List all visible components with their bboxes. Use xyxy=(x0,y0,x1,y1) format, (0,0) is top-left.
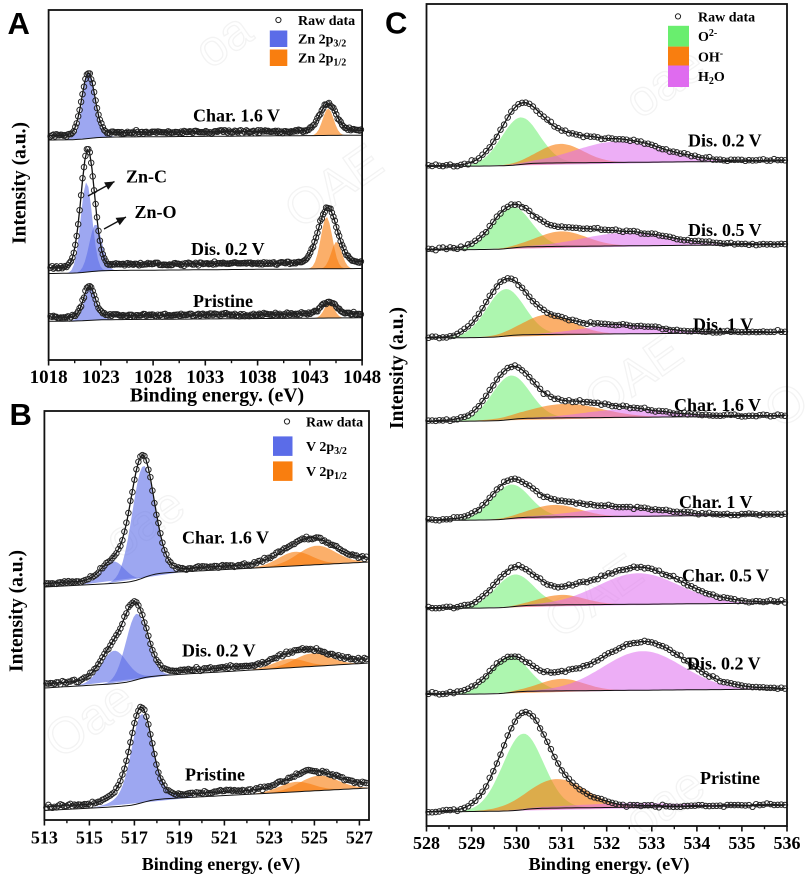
svg-text:Char. 1.6 V: Char. 1.6 V xyxy=(674,395,761,415)
svg-text:B: B xyxy=(10,397,32,432)
svg-text:Intensity (a.u.): Intensity (a.u.) xyxy=(10,122,31,244)
svg-text:Raw data: Raw data xyxy=(298,14,355,29)
svg-text:Dis. 0.2 V: Dis. 0.2 V xyxy=(688,131,762,151)
svg-text:Pristine: Pristine xyxy=(700,768,760,788)
svg-text:Dis. 0.5 V: Dis. 0.5 V xyxy=(688,220,762,240)
svg-text:513: 513 xyxy=(31,828,58,848)
svg-text:515: 515 xyxy=(76,828,103,848)
svg-text:1043: 1043 xyxy=(291,367,329,388)
svg-text:Raw data: Raw data xyxy=(306,416,363,431)
svg-text:Zn-O: Zn-O xyxy=(135,202,177,222)
svg-text:Dis. 1 V: Dis. 1 V xyxy=(693,315,753,335)
svg-text:1023: 1023 xyxy=(82,367,120,388)
svg-text:527: 527 xyxy=(346,828,373,848)
svg-text:C: C xyxy=(385,5,407,40)
svg-text:1028: 1028 xyxy=(134,367,172,388)
svg-text:523: 523 xyxy=(256,828,283,848)
svg-text:517: 517 xyxy=(121,828,148,848)
svg-text:Zn-C: Zn-C xyxy=(126,167,167,187)
svg-text:531: 531 xyxy=(548,833,575,853)
svg-text:Pristine: Pristine xyxy=(193,291,253,311)
svg-text:Binding energy. (eV): Binding energy. (eV) xyxy=(130,385,304,407)
svg-text:Char. 1.6 V: Char. 1.6 V xyxy=(193,106,280,126)
svg-text:Char. 1 V: Char. 1 V xyxy=(679,492,753,512)
svg-text:Intensity (a.u.): Intensity (a.u.) xyxy=(387,307,408,429)
svg-text:Char. 1.6 V: Char. 1.6 V xyxy=(182,528,269,548)
svg-text:525: 525 xyxy=(301,828,328,848)
svg-text:536: 536 xyxy=(774,833,801,853)
svg-text:534: 534 xyxy=(683,833,710,853)
svg-text:1018: 1018 xyxy=(30,367,68,388)
svg-text:533: 533 xyxy=(638,833,665,853)
svg-text:Intensity (a.u.): Intensity (a.u.) xyxy=(7,550,28,672)
svg-text:A: A xyxy=(8,6,30,41)
svg-text:519: 519 xyxy=(166,828,193,848)
svg-text:H2O: H2O xyxy=(698,70,725,87)
svg-text:1033: 1033 xyxy=(186,367,224,388)
svg-text:530: 530 xyxy=(503,833,530,853)
svg-text:Dis. 0.2 V: Dis. 0.2 V xyxy=(182,641,256,661)
svg-text:Dis. 0.2 V: Dis. 0.2 V xyxy=(687,654,761,674)
svg-text:Pristine: Pristine xyxy=(185,765,245,785)
svg-text:1048: 1048 xyxy=(343,367,381,388)
svg-text:529: 529 xyxy=(458,833,485,853)
svg-text:532: 532 xyxy=(593,833,620,853)
svg-text:OH-: OH- xyxy=(698,49,723,66)
svg-text:528: 528 xyxy=(413,833,440,853)
svg-text:Raw data: Raw data xyxy=(698,11,755,26)
svg-text:521: 521 xyxy=(211,828,238,848)
svg-text:535: 535 xyxy=(728,833,755,853)
svg-text:Binding energy. (eV): Binding energy. (eV) xyxy=(529,854,690,875)
svg-text:Binding energy. (eV): Binding energy. (eV) xyxy=(142,854,301,875)
svg-text:1038: 1038 xyxy=(239,367,277,388)
svg-text:Char. 0.5 V: Char. 0.5 V xyxy=(682,566,769,586)
svg-text:Dis. 0.2 V: Dis. 0.2 V xyxy=(191,239,265,259)
